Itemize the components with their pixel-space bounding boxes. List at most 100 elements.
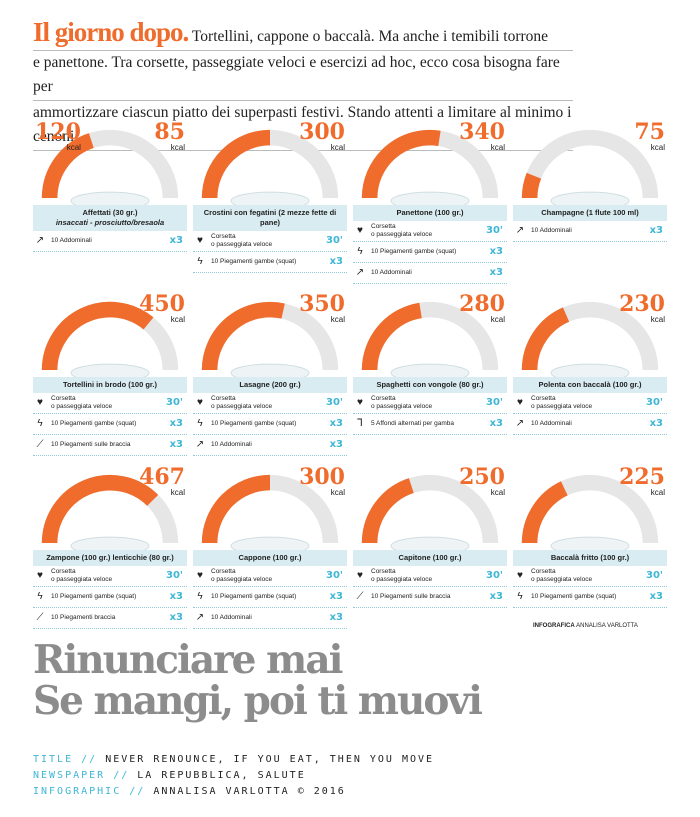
calorie-gauge: 450 kcal: [33, 287, 187, 377]
kcal-value: 280 kcal: [459, 291, 505, 324]
calorie-gauge: 250 kcal: [353, 460, 507, 550]
situp-icon: ↗: [515, 225, 525, 236]
activity-row: ↗ 10 Addominali x3: [353, 263, 507, 284]
calorie-arc: [41, 129, 179, 205]
credit-name: ANNALISA VARLOTTA: [576, 623, 638, 629]
intro-line-1: Tortellini, cappone o baccalà. Ma anche …: [191, 28, 549, 45]
food-name: Tortellini in brodo (100 gr.): [33, 377, 187, 393]
activity-row: ϟ 10 Piegamenti gambe (squat) x3: [33, 414, 187, 435]
pushup-icon: ⟋: [356, 591, 364, 602]
situp-icon: ↗: [195, 439, 205, 450]
activity-text: 10 Addominali: [371, 269, 412, 276]
food-name: Spaghetti con vongole (80 gr.): [353, 377, 507, 393]
activity-row: ϟ 10 Piegamenti gambe (squat) x3: [193, 587, 347, 608]
kcal-value: 450 kcal: [139, 291, 185, 324]
heart-icon: ♥: [197, 235, 203, 246]
headline-line-1: Rinunciare mai: [33, 637, 343, 683]
kcal-value: 467 kcal: [139, 464, 185, 497]
kcal-value: 75 kcal: [634, 119, 665, 152]
situp-icon: ↗: [355, 267, 365, 278]
activity-text: Corsetta o passeggiata veloce: [371, 395, 433, 410]
calorie-arc: [41, 301, 179, 377]
activity-amount: x3: [169, 418, 183, 429]
food-card: 280 kcal Spaghetti con vongole (80 gr.) ♥ Co…: [353, 287, 507, 435]
heart-icon: ♥: [37, 570, 43, 581]
activity-amount: 30': [486, 225, 503, 236]
food-name: Affettati (30 gr.) insaccati - prosciutto…: [33, 205, 187, 231]
food-name: Cappone (100 gr.): [193, 550, 347, 566]
activity-amount: x3: [649, 225, 663, 236]
activity-row: ♥ Corsetta o passeggiata veloce 30': [353, 566, 507, 587]
calorie-arc: [521, 474, 659, 550]
activity-text: 10 Piegamenti sulle braccia: [371, 593, 451, 600]
meta-title: TITLE // NEVER RENOUNCE, IF YOU EAT, THE…: [33, 752, 434, 768]
activity-row: ♥ Corsetta o passeggiata veloce 30': [513, 566, 667, 587]
activity-amount: 30': [486, 397, 503, 408]
activity-amount: 30': [646, 570, 663, 581]
food-name: Crostini con fegatini (2 mezze fette di …: [193, 205, 347, 231]
activity-text: Corsetta o passeggiata veloce: [531, 568, 593, 583]
squat-icon: ϟ: [197, 418, 203, 429]
activity-row: ♥ Corsetta o passeggiata veloce 30': [33, 566, 187, 587]
activity-text: 10 Piegamenti braccia: [51, 614, 116, 621]
activity-text: 10 Piegamenti gambe (squat): [211, 420, 297, 427]
food-name: Polenta con baccalà (100 gr.): [513, 377, 667, 393]
activity-amount: x3: [329, 591, 343, 602]
food-name: Lasagne (200 gr.): [193, 377, 347, 393]
activity-text: 10 Addominali: [211, 614, 252, 621]
food-card: 230 kcal Polenta con baccalà (100 gr.) ♥ Cor…: [513, 287, 667, 435]
activity-row: ↗ 10 Addominali x3: [33, 231, 187, 252]
activity-amount: x3: [329, 612, 343, 623]
calorie-gauge: 467 kcal: [33, 460, 187, 550]
activity-amount: x3: [329, 256, 343, 267]
infographic-credit: INFOGRAFICA ANNALISA VARLOTTA: [533, 623, 638, 629]
situp-icon: ↗: [515, 418, 525, 429]
heart-icon: ♥: [37, 397, 43, 408]
activity-row: ♥ Corsetta o passeggiata veloce 30': [193, 566, 347, 587]
heart-icon: ♥: [357, 397, 363, 408]
kcal-unit: kcal: [490, 488, 505, 497]
meta-infographic-value: ANNALISA VARLOTTA © 2016: [153, 786, 346, 797]
activity-amount: x3: [169, 612, 183, 623]
activity-text: Corsetta o passeggiata veloce: [371, 568, 433, 583]
activity-text: 10 Piegamenti gambe (squat): [51, 593, 137, 600]
intro-text: Il giorno dopo. Tortellini, cappone o ba…: [33, 19, 573, 151]
activity-amount: x3: [489, 246, 503, 257]
headline-line-2: Se mangi, poi ti muovi: [33, 678, 483, 724]
activity-amount: 30': [486, 570, 503, 581]
meta-title-value: NEVER RENOUNCE, IF YOU EAT, THEN YOU MOV…: [105, 754, 435, 765]
activity-text: Corsetta o passeggiata veloce: [51, 395, 113, 410]
activity-amount: x3: [169, 439, 183, 450]
activity-text: 10 Addominali: [211, 441, 252, 448]
activity-row: ♥ Corsetta o passeggiata veloce 30': [353, 393, 507, 414]
food-card: 450 kcal Tortellini in brodo (100 gr.) ♥ Cor…: [33, 287, 187, 456]
activity-row: ϟ 10 Piegamenti gambe (squat) x3: [513, 587, 667, 608]
food-name: Panettone (100 gr.): [353, 205, 507, 221]
food-card: 350 kcal Lasagne (200 gr.) ♥ Corsetta o pass…: [193, 287, 347, 456]
calorie-arc: [201, 474, 339, 550]
headline: Rinunciare mai Se mangi, poi ti muovi: [33, 637, 483, 724]
activity-text: 10 Piegamenti gambe (squat): [531, 593, 617, 600]
calorie-arc: [201, 129, 339, 205]
kcal-unit: kcal: [650, 488, 665, 497]
kcal-unit: kcal: [170, 488, 185, 497]
activity-text: Corsetta o passeggiata veloce: [51, 568, 113, 583]
kcal-value: 350 kcal: [299, 291, 345, 324]
calorie-gauge: 230 kcal: [513, 287, 667, 377]
squat-icon: ϟ: [517, 591, 523, 602]
activity-amount: x3: [649, 418, 663, 429]
activity-text: 10 Piegamenti gambe (squat): [211, 258, 297, 265]
activity-row: ⟋ 10 Piegamenti sulle braccia x3: [353, 587, 507, 608]
activity-text: 10 Piegamenti sulle braccia: [51, 441, 131, 448]
food-name: Champagne (1 flute 100 ml): [513, 205, 667, 221]
meta-info: TITLE // NEVER RENOUNCE, IF YOU EAT, THE…: [33, 752, 434, 800]
activity-row: ϟ 10 Piegamenti gambe (squat) x3: [33, 587, 187, 608]
activity-row: ⟋ 10 Piegamenti braccia x3: [33, 608, 187, 629]
food-subname: insaccati - prosciutto/bresaola: [55, 218, 165, 227]
squat-icon: ϟ: [197, 591, 203, 602]
activity-row: ϟ 10 Piegamenti gambe (squat) x3: [193, 414, 347, 435]
heart-icon: ♥: [517, 570, 523, 581]
activity-row: ♥ Corsetta o passeggiata veloce 30': [193, 393, 347, 414]
calorie-arc: [361, 301, 499, 377]
activity-amount: x3: [489, 591, 503, 602]
